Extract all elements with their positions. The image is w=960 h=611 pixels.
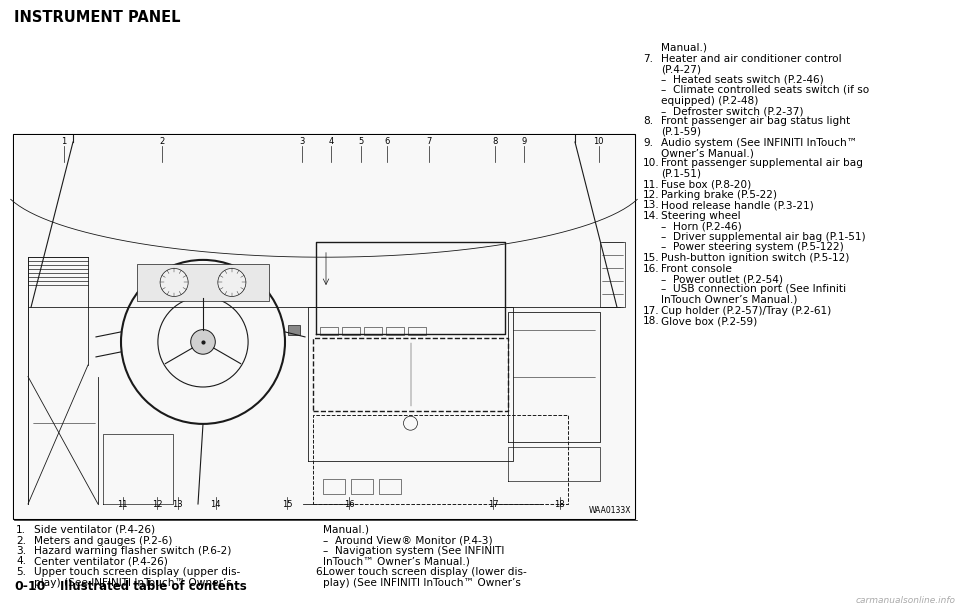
Text: Parking brake (P.5-22): Parking brake (P.5-22) <box>661 190 777 200</box>
Bar <box>320 327 338 335</box>
Text: 16.: 16. <box>643 263 660 274</box>
Text: Audio system (See INFINITI InTouch™: Audio system (See INFINITI InTouch™ <box>661 137 857 147</box>
Bar <box>13 134 635 519</box>
Text: Fuse box (P.8-20): Fuse box (P.8-20) <box>661 180 752 189</box>
Bar <box>323 479 345 494</box>
Text: 18: 18 <box>554 500 564 509</box>
Text: Illustrated table of contents: Illustrated table of contents <box>60 580 247 593</box>
Text: 6.: 6. <box>315 567 325 577</box>
Text: 1: 1 <box>61 137 66 146</box>
Bar <box>408 327 426 335</box>
Text: 17.: 17. <box>643 306 660 315</box>
Text: 3: 3 <box>300 137 304 146</box>
Text: 5.: 5. <box>16 567 26 577</box>
Text: 6: 6 <box>385 137 390 146</box>
Text: –  Climate controlled seats switch (if so: – Climate controlled seats switch (if so <box>661 85 869 95</box>
Text: –  Power outlet (P.2-54): – Power outlet (P.2-54) <box>661 274 783 284</box>
Text: play) (See INFINITI InTouch™ Owner’s: play) (See INFINITI InTouch™ Owner’s <box>34 577 232 588</box>
Text: carmanualsonline.info: carmanualsonline.info <box>856 596 956 605</box>
Text: Heater and air conditioner control: Heater and air conditioner control <box>661 54 842 64</box>
Text: Hazard warning flasher switch (P.6-2): Hazard warning flasher switch (P.6-2) <box>34 546 231 556</box>
Text: 7.: 7. <box>643 54 653 64</box>
Text: Front passenger air bag status light: Front passenger air bag status light <box>661 117 851 126</box>
Text: 13.: 13. <box>643 200 660 211</box>
Text: Lower touch screen display (lower dis-: Lower touch screen display (lower dis- <box>323 567 527 577</box>
Text: –  Power steering system (P.5-122): – Power steering system (P.5-122) <box>661 243 844 252</box>
Text: 15: 15 <box>282 500 293 509</box>
Text: (P.1-51): (P.1-51) <box>661 169 701 179</box>
Text: Manual.): Manual.) <box>323 525 369 535</box>
Text: 1.: 1. <box>16 525 26 535</box>
Text: 0-10: 0-10 <box>14 580 45 593</box>
Text: 8.: 8. <box>643 117 653 126</box>
Text: 4: 4 <box>328 137 334 146</box>
Text: 2: 2 <box>159 137 164 146</box>
Text: Front console: Front console <box>661 263 732 274</box>
Text: 2.: 2. <box>16 535 26 546</box>
Text: Center ventilator (P.4-26): Center ventilator (P.4-26) <box>34 557 168 566</box>
Text: 15.: 15. <box>643 253 660 263</box>
Text: 11: 11 <box>117 500 128 509</box>
Text: (P.4-27): (P.4-27) <box>661 64 701 74</box>
Text: Owner’s Manual.): Owner’s Manual.) <box>661 148 754 158</box>
Text: 14: 14 <box>210 500 221 509</box>
Text: 18.: 18. <box>643 316 660 326</box>
Text: 11.: 11. <box>643 180 660 189</box>
Bar <box>14 135 634 518</box>
Bar <box>342 327 360 335</box>
Text: Cup holder (P.2-57)/Tray (P.2-61): Cup holder (P.2-57)/Tray (P.2-61) <box>661 306 831 315</box>
Text: 13: 13 <box>172 500 182 509</box>
Bar <box>364 327 382 335</box>
Text: Meters and gauges (P.2-6): Meters and gauges (P.2-6) <box>34 535 173 546</box>
Text: Side ventilator (P.4-26): Side ventilator (P.4-26) <box>34 525 156 535</box>
Text: (P.1-59): (P.1-59) <box>661 127 701 137</box>
Text: –  Driver supplemental air bag (P.1-51): – Driver supplemental air bag (P.1-51) <box>661 232 866 242</box>
Text: equipped) (P.2-48): equipped) (P.2-48) <box>661 95 758 106</box>
Circle shape <box>218 268 246 296</box>
Text: –  Around View® Monitor (P.4-3): – Around View® Monitor (P.4-3) <box>323 535 492 546</box>
Text: –  Horn (P.2-46): – Horn (P.2-46) <box>661 222 742 232</box>
Text: 14.: 14. <box>643 211 660 221</box>
Text: 10: 10 <box>593 137 604 146</box>
Text: 17: 17 <box>488 500 498 509</box>
Text: 4.: 4. <box>16 557 26 566</box>
Bar <box>288 325 300 335</box>
Text: 7: 7 <box>426 137 432 146</box>
Text: WAA0133X: WAA0133X <box>588 506 631 515</box>
Bar <box>137 264 269 301</box>
Circle shape <box>160 268 188 296</box>
Text: 5: 5 <box>358 137 363 146</box>
Text: 10.: 10. <box>643 158 660 169</box>
Text: 9.: 9. <box>643 137 653 147</box>
Text: –  Navigation system (See INFINITI: – Navigation system (See INFINITI <box>323 546 504 556</box>
Bar <box>351 479 373 494</box>
Text: Hood release handle (P.3-21): Hood release handle (P.3-21) <box>661 200 814 211</box>
Text: 16: 16 <box>344 500 354 509</box>
Text: –  Heated seats switch (P.2-46): – Heated seats switch (P.2-46) <box>661 75 824 84</box>
Text: –  Defroster switch (P.2-37): – Defroster switch (P.2-37) <box>661 106 804 116</box>
Text: 9: 9 <box>521 137 527 146</box>
Bar <box>386 327 404 335</box>
Bar <box>379 479 401 494</box>
Text: InTouch™ Owner’s Manual.): InTouch™ Owner’s Manual.) <box>323 557 469 566</box>
Text: Front passenger supplemental air bag: Front passenger supplemental air bag <box>661 158 863 169</box>
Text: Manual.): Manual.) <box>661 43 707 53</box>
Text: Push-button ignition switch (P.5-12): Push-button ignition switch (P.5-12) <box>661 253 850 263</box>
Text: play) (See INFINITI InTouch™ Owner’s: play) (See INFINITI InTouch™ Owner’s <box>323 577 521 588</box>
Text: 8: 8 <box>492 137 497 146</box>
Text: Upper touch screen display (upper dis-: Upper touch screen display (upper dis- <box>34 567 240 577</box>
Text: InTouch Owner’s Manual.): InTouch Owner’s Manual.) <box>661 295 798 305</box>
Text: Steering wheel: Steering wheel <box>661 211 740 221</box>
Text: 3.: 3. <box>16 546 26 556</box>
Text: INSTRUMENT PANEL: INSTRUMENT PANEL <box>14 10 180 25</box>
Text: Glove box (P.2-59): Glove box (P.2-59) <box>661 316 757 326</box>
Circle shape <box>191 329 215 354</box>
Text: 12: 12 <box>152 500 162 509</box>
Text: –  USB connection port (See Infiniti: – USB connection port (See Infiniti <box>661 285 846 295</box>
Text: 12.: 12. <box>643 190 660 200</box>
